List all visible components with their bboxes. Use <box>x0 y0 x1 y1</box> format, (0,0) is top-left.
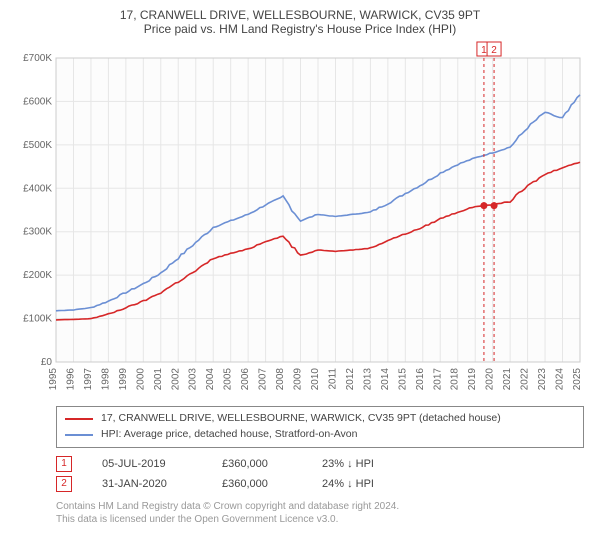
svg-text:2004: 2004 <box>205 368 216 391</box>
event-hpi: 24% ↓ HPI <box>322 478 412 490</box>
event-badge: 2 <box>56 476 72 492</box>
svg-text:2015: 2015 <box>397 368 408 391</box>
svg-text:2010: 2010 <box>310 368 321 391</box>
title-sub: Price paid vs. HM Land Registry's House … <box>12 22 588 36</box>
svg-text:2025: 2025 <box>572 368 583 391</box>
svg-text:2011: 2011 <box>327 368 338 390</box>
svg-text:2001: 2001 <box>153 368 164 391</box>
svg-text:1996: 1996 <box>65 368 76 391</box>
svg-text:2024: 2024 <box>555 368 566 391</box>
legend-item: HPI: Average price, detached house, Stra… <box>65 427 575 443</box>
svg-text:2000: 2000 <box>135 368 146 391</box>
legend-label: 17, CRANWELL DRIVE, WELLESBOURNE, WARWIC… <box>101 411 501 427</box>
svg-text:2019: 2019 <box>467 368 478 391</box>
svg-text:£100K: £100K <box>23 314 52 325</box>
svg-text:2003: 2003 <box>188 368 199 391</box>
svg-text:2023: 2023 <box>537 368 548 391</box>
svg-text:1995: 1995 <box>48 368 59 391</box>
svg-text:2006: 2006 <box>240 368 251 391</box>
svg-text:2022: 2022 <box>520 368 531 391</box>
svg-text:£600K: £600K <box>23 96 52 107</box>
svg-text:2021: 2021 <box>502 368 513 391</box>
legend-swatch <box>65 434 93 436</box>
event-table: 1 05-JUL-2019 £360,000 23% ↓ HPI 2 31-JA… <box>56 454 584 494</box>
event-price: £360,000 <box>222 458 292 470</box>
svg-text:2009: 2009 <box>293 368 304 391</box>
svg-text:2020: 2020 <box>485 368 496 391</box>
svg-text:2017: 2017 <box>432 368 443 391</box>
svg-text:£300K: £300K <box>23 227 52 238</box>
svg-text:2: 2 <box>491 45 497 56</box>
svg-text:£400K: £400K <box>23 183 52 194</box>
svg-text:2005: 2005 <box>223 368 234 391</box>
legend-swatch <box>65 418 93 420</box>
legend-box: 17, CRANWELL DRIVE, WELLESBOURNE, WARWIC… <box>56 406 584 448</box>
event-date: 05-JUL-2019 <box>102 458 192 470</box>
svg-text:2018: 2018 <box>450 368 461 391</box>
svg-text:2008: 2008 <box>275 368 286 391</box>
svg-text:1998: 1998 <box>100 368 111 391</box>
svg-text:1: 1 <box>481 45 487 56</box>
event-row: 2 31-JAN-2020 £360,000 24% ↓ HPI <box>56 474 584 494</box>
legend-item: 17, CRANWELL DRIVE, WELLESBOURNE, WARWIC… <box>65 411 575 427</box>
chart-titles: 17, CRANWELL DRIVE, WELLESBOURNE, WARWIC… <box>12 8 588 36</box>
svg-text:2014: 2014 <box>380 368 391 391</box>
title-main: 17, CRANWELL DRIVE, WELLESBOURNE, WARWIC… <box>12 8 588 22</box>
chart-container: 17, CRANWELL DRIVE, WELLESBOURNE, WARWIC… <box>0 0 600 560</box>
svg-text:2007: 2007 <box>258 368 269 391</box>
event-badge: 1 <box>56 456 72 472</box>
footer-line: This data is licensed under the Open Gov… <box>56 513 584 527</box>
footer-line: Contains HM Land Registry data © Crown c… <box>56 500 584 514</box>
line-chart-svg: £0 £100K £200K £300K £400K £500K £600K £700K 199… <box>12 40 588 400</box>
footer-attribution: Contains HM Land Registry data © Crown c… <box>56 500 584 527</box>
svg-text:£500K: £500K <box>23 140 52 151</box>
event-hpi: 23% ↓ HPI <box>322 458 412 470</box>
event-row: 1 05-JUL-2019 £360,000 23% ↓ HPI <box>56 454 584 474</box>
svg-text:2012: 2012 <box>345 368 356 391</box>
svg-text:£700K: £700K <box>23 53 52 64</box>
svg-text:£200K: £200K <box>23 270 52 281</box>
event-date: 31-JAN-2020 <box>102 478 192 490</box>
svg-text:1997: 1997 <box>83 368 94 391</box>
legend-label: HPI: Average price, detached house, Stra… <box>101 427 357 443</box>
svg-text:1999: 1999 <box>118 368 129 391</box>
svg-text:2013: 2013 <box>362 368 373 391</box>
event-price: £360,000 <box>222 478 292 490</box>
svg-text:2002: 2002 <box>170 368 181 391</box>
svg-text:£0: £0 <box>41 357 53 368</box>
svg-text:2016: 2016 <box>415 368 426 391</box>
chart-plot-area: £0 £100K £200K £300K £400K £500K £600K £700K 199… <box>12 40 588 400</box>
